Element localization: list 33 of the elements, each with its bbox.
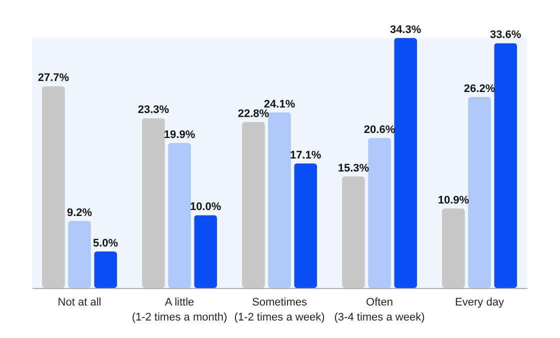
data-label: 24.1% bbox=[264, 98, 296, 110]
x-tick-label: Often (3-4 times a week) bbox=[334, 296, 425, 324]
bar bbox=[394, 38, 417, 288]
bar bbox=[468, 97, 491, 288]
bar bbox=[342, 176, 365, 288]
bar bbox=[494, 43, 517, 288]
bar bbox=[168, 142, 191, 288]
bar bbox=[94, 252, 117, 288]
bar bbox=[268, 112, 291, 288]
data-label: 23.3% bbox=[138, 104, 170, 116]
data-label: 19.9% bbox=[164, 128, 196, 141]
data-label: 33.6% bbox=[490, 29, 522, 42]
x-tick-label: Not at all bbox=[58, 296, 102, 308]
bar bbox=[42, 86, 65, 288]
data-label: 10.9% bbox=[438, 194, 470, 207]
bar bbox=[194, 215, 217, 288]
bar bbox=[294, 163, 317, 288]
x-tick-label: Every day bbox=[455, 296, 504, 308]
data-label: 9.2% bbox=[66, 206, 92, 219]
data-label: 27.7% bbox=[38, 72, 70, 84]
bar bbox=[242, 122, 265, 288]
bar bbox=[368, 138, 391, 288]
data-label: 17.1% bbox=[290, 149, 322, 162]
x-tick-label: Sometimes (1-2 times a week) bbox=[234, 296, 325, 324]
data-label: 22.8% bbox=[238, 108, 270, 120]
x-tick-label: A little (1-2 times a month) bbox=[132, 296, 228, 324]
bar bbox=[442, 208, 465, 288]
data-label: 34.3% bbox=[390, 24, 422, 36]
bar bbox=[142, 118, 165, 288]
data-label: 10.0% bbox=[190, 201, 222, 214]
bar bbox=[68, 220, 91, 288]
data-label: 5.0% bbox=[93, 238, 118, 250]
data-label: 15.3% bbox=[338, 162, 370, 174]
